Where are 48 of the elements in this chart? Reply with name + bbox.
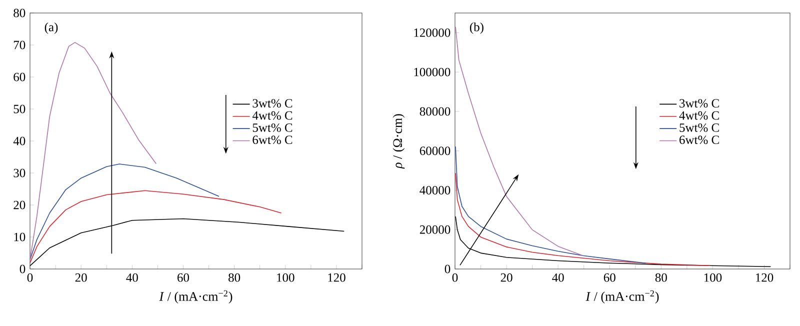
- y-tick-label: 60000: [420, 146, 450, 156]
- y-tick-label: 20000: [420, 225, 450, 234]
- line-series: [30, 42, 157, 260]
- y-tick-label: 80000: [420, 107, 450, 116]
- y-tick-label: 10: [14, 232, 26, 242]
- x-tick-label: 20: [500, 273, 512, 282]
- legend-label: 4wt% C: [679, 111, 719, 120]
- x-tick-label: 100: [704, 273, 722, 282]
- x-tick-label: 20: [75, 273, 87, 282]
- y-tick-label: 0: [20, 264, 26, 274]
- x-tick-label: 80: [228, 273, 240, 282]
- legend-label: 3wt% C: [252, 99, 292, 108]
- y-tick-label: 100000: [414, 68, 450, 76]
- x-tick-label: 120: [328, 273, 346, 282]
- line-series: [455, 146, 646, 264]
- y-tick-label: 30: [14, 168, 26, 178]
- y-tick-label: 40000: [420, 186, 450, 194]
- text: (a): [44, 22, 58, 34]
- x-tick-label: 40: [552, 273, 564, 282]
- x-tick-label: 120: [756, 273, 774, 282]
- line-series: [30, 164, 220, 260]
- y-tick-label: 120000: [414, 28, 450, 37]
- x-tick-label: 40: [126, 273, 138, 282]
- y-tick-label: 40: [13, 136, 26, 146]
- x-axis-title: I / (mA·cm$^{−2}$): [159, 290, 232, 304]
- y-tick-label: 20: [14, 200, 26, 210]
- legend-label: 6wt% C: [252, 136, 292, 144]
- y-axis-title: ρ / (Ω·cm): [392, 114, 405, 169]
- legend-label: 6wt% C: [680, 136, 719, 144]
- x-tick-label: 100: [277, 273, 294, 282]
- y-tick-label: 70: [14, 40, 26, 50]
- x-tick-label: 0: [452, 273, 458, 282]
- y-tick-label: 60: [14, 72, 26, 82]
- legend-label: 3wt% C: [680, 99, 719, 108]
- line-series: [455, 172, 711, 266]
- legend-label: 4wt% C: [252, 111, 292, 120]
- legend-label: 5wt% C: [680, 123, 719, 132]
- text: (b): [470, 22, 484, 34]
- x-tick-label: 80: [655, 273, 667, 282]
- line-series: [30, 190, 282, 264]
- y-tick-label: 50: [14, 104, 26, 114]
- legend-label: 5wt% C: [252, 123, 292, 132]
- y-tick-label: 0: [444, 264, 450, 274]
- y-tick-label: 80: [14, 8, 26, 18]
- x-tick-label: 60: [604, 273, 616, 282]
- x-tick-label: 60: [178, 273, 190, 282]
- x-tick-label: 0: [27, 273, 33, 282]
- x-axis-title: I / (mA·cm$^{−2}$): [586, 290, 659, 304]
